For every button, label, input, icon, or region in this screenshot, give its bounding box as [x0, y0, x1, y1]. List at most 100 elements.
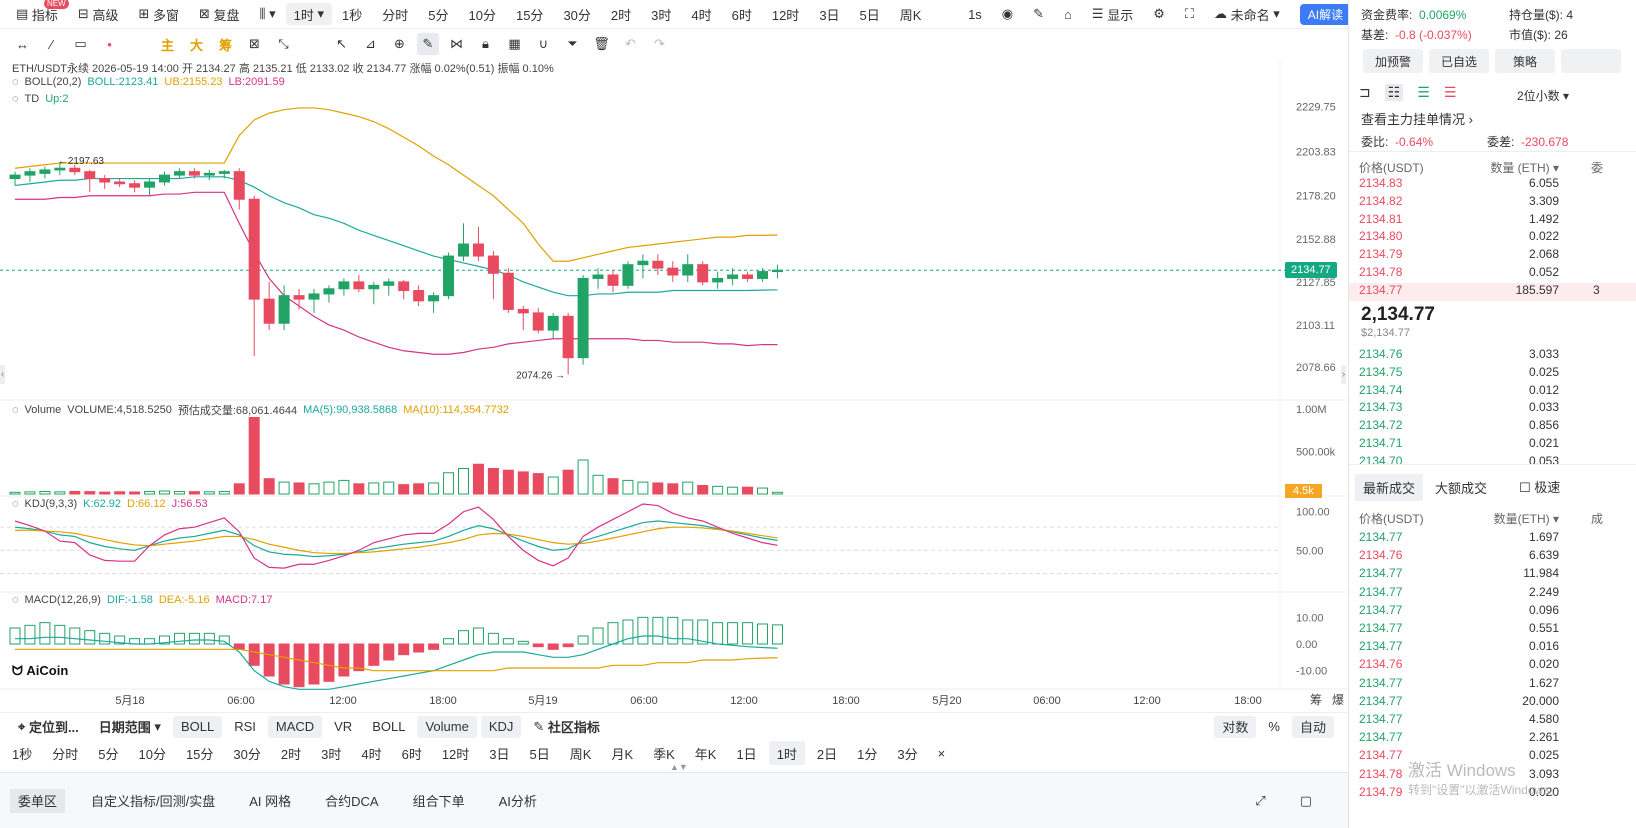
percent-button[interactable]: %: [1268, 719, 1280, 734]
ask-row[interactable]: 2134.82 3.309: [1359, 194, 1629, 212]
advanced-button[interactable]: ⊟ 高级: [77, 6, 119, 23]
bid-row[interactable]: 2134.71 0.021: [1359, 436, 1629, 454]
bottom-interval-1[interactable]: 分时: [52, 746, 79, 762]
bottom-interval-17[interactable]: 1日: [736, 746, 757, 762]
ask-row[interactable]: 2134.78 0.052: [1359, 265, 1629, 283]
edit-icon[interactable]: ✎: [1033, 6, 1045, 21]
multi-window-button[interactable]: ⊞ 多窗: [138, 6, 179, 23]
tab-combo-order[interactable]: 组合下单: [412, 794, 465, 809]
bid-row[interactable]: 2134.70 0.053: [1359, 454, 1629, 472]
trade-row[interactable]: 2134.77 0.025: [1359, 748, 1629, 766]
undo-icon[interactable]: ↶: [625, 36, 636, 51]
interval-12[interactable]: 5日: [859, 7, 880, 23]
trade-row[interactable]: 2134.77 0.551: [1359, 621, 1629, 639]
measure-icon[interactable]: ⤡: [278, 36, 289, 51]
orderbook-both-icon[interactable]: ⊐: [1359, 84, 1371, 100]
orderbook-split-icon[interactable]: ☷: [1384, 84, 1404, 101]
delete-icon[interactable]: 🗑︎: [593, 36, 610, 51]
bottom-interval-12[interactable]: 5日: [529, 746, 550, 762]
rsi-button[interactable]: RSI: [234, 719, 256, 734]
bottom-interval-8[interactable]: 4时: [361, 746, 382, 762]
trade-row[interactable]: 2134.77 1.697: [1359, 530, 1629, 548]
trade-row[interactable]: 2134.77 20.000: [1359, 694, 1629, 712]
close-icon[interactable]: ▢: [1299, 792, 1312, 808]
alert-icon[interactable]: ⌂: [1064, 6, 1072, 22]
camera-icon[interactable]: ◉: [1001, 6, 1014, 21]
big-icon[interactable]: 大: [189, 37, 203, 53]
ask-row[interactable]: 2134.77 185.597 3: [1349, 282, 1636, 301]
trade-row[interactable]: 2134.79 0.020: [1359, 785, 1629, 803]
trade-row[interactable]: 2134.77 0.016: [1359, 639, 1629, 657]
bottom-interval-15[interactable]: 季K: [653, 746, 675, 762]
tab-large-trades[interactable]: 大额成交: [1435, 481, 1488, 496]
trade-row[interactable]: 2134.77 2.249: [1359, 585, 1629, 603]
watchlist-button[interactable]: 已自选: [1429, 49, 1489, 73]
rectangle-icon[interactable]: ▭: [74, 36, 87, 51]
interval-3[interactable]: 10分: [468, 7, 496, 23]
trade-row[interactable]: 2134.76 0.020: [1359, 657, 1629, 675]
filter-icon[interactable]: ⏷: [567, 36, 578, 51]
trade-row[interactable]: 2134.78 3.093: [1359, 767, 1629, 785]
bottom-interval-21[interactable]: 3分: [897, 746, 918, 762]
eye-icon[interactable]: ◌: [12, 404, 19, 416]
pen-icon[interactable]: ✎: [417, 33, 439, 55]
interval-6[interactable]: 2时: [610, 7, 632, 23]
kline-chart[interactable]: 2229.75 2203.83 2178.20 2152.88 2127.85 2103.…: [0, 59, 1348, 711]
interval-4[interactable]: 15分: [515, 7, 544, 23]
zoom-icon[interactable]: ⊕: [394, 36, 405, 51]
horizontal-line-icon[interactable]: ↔: [16, 36, 29, 52]
add-alert-button[interactable]: 加预警: [1363, 49, 1423, 73]
interval-selector[interactable]: 1时 ▾: [285, 3, 333, 25]
date-range-button[interactable]: 日期范围 ▾: [98, 718, 161, 736]
interval-9[interactable]: 6时: [731, 7, 752, 23]
tab-ai-analysis[interactable]: AI分析: [498, 794, 537, 809]
orderbook-title-link[interactable]: 查看主力挂单情况 ›: [1361, 112, 1473, 127]
bid-row[interactable]: 2134.74 0.012: [1359, 383, 1629, 401]
bell-icon[interactable]: ◌: [12, 76, 19, 88]
magnet-icon[interactable]: ∪: [538, 36, 549, 51]
orderbook-asks-icon[interactable]: ☰: [1443, 84, 1457, 100]
log-button[interactable]: 对数: [1214, 715, 1257, 738]
display-button[interactable]: ☰ 显示: [1091, 6, 1134, 23]
trade-row[interactable]: 2134.77 0.096: [1359, 603, 1629, 621]
bottom-interval-16[interactable]: 年K: [694, 746, 717, 762]
bid-row[interactable]: 2134.76 3.033: [1359, 347, 1629, 365]
dot-line-icon[interactable]: •: [107, 36, 112, 52]
interval-1[interactable]: 分时: [382, 7, 409, 23]
pattern-icon[interactable]: ⋈: [450, 36, 463, 51]
bid-row[interactable]: 2134.75 0.025: [1359, 365, 1629, 383]
decimal-select[interactable]: 2位小数 ▾: [1517, 89, 1570, 103]
vr-button[interactable]: VR: [334, 719, 353, 734]
expand-icon[interactable]: ⤢: [1255, 792, 1266, 808]
drag-handle-icon[interactable]: ▲▼: [670, 762, 688, 772]
template-icon[interactable]: ▦: [508, 36, 521, 51]
left-collapse-handle-icon[interactable]: ‹: [0, 365, 6, 384]
bottom-interval-20[interactable]: 1分: [857, 746, 878, 762]
volume-button[interactable]: Volume: [417, 715, 477, 738]
interval-10[interactable]: 12时: [771, 7, 800, 23]
ray-icon[interactable]: ⁄: [50, 36, 53, 52]
qty-unit-select[interactable]: 数量 (ETH) ▾: [1490, 161, 1559, 175]
bottom-interval-13[interactable]: 周K: [569, 746, 592, 762]
interval-7[interactable]: 3时: [651, 7, 672, 23]
bottom-interval-6[interactable]: 2时: [280, 746, 302, 762]
bottom-interval-0[interactable]: 1秒: [12, 746, 33, 762]
bell-icon[interactable]: ◌: [12, 93, 19, 105]
bottom-interval-18[interactable]: 1时: [768, 741, 805, 765]
trade-row[interactable]: 2134.76 6.639: [1359, 548, 1629, 566]
fast-toggle[interactable]: ☐ 极速: [1519, 480, 1561, 495]
macd-button[interactable]: MACD: [267, 715, 323, 738]
bottom-interval-7[interactable]: 3时: [321, 746, 342, 762]
ask-row[interactable]: 2134.81 1.492: [1359, 212, 1629, 230]
bottom-interval-3[interactable]: 10分: [138, 746, 166, 762]
compare-icon[interactable]: ⊠: [249, 36, 260, 51]
tab-contract-dca[interactable]: 合约DCA: [325, 794, 379, 809]
settings-icon[interactable]: ⚙: [1153, 6, 1165, 21]
bottom-interval-10[interactable]: 12时: [441, 746, 470, 762]
bid-row[interactable]: 2134.72 0.856: [1359, 418, 1629, 436]
layout-select[interactable]: ☁ 未命名 ▾: [1213, 6, 1280, 23]
trade-row[interactable]: 2134.77 4.580: [1359, 712, 1629, 730]
replay-button[interactable]: ⊠ 复盘: [198, 6, 240, 23]
ask-row[interactable]: 2134.80 0.022: [1359, 229, 1629, 247]
tab-orders[interactable]: 委单区: [10, 788, 66, 813]
